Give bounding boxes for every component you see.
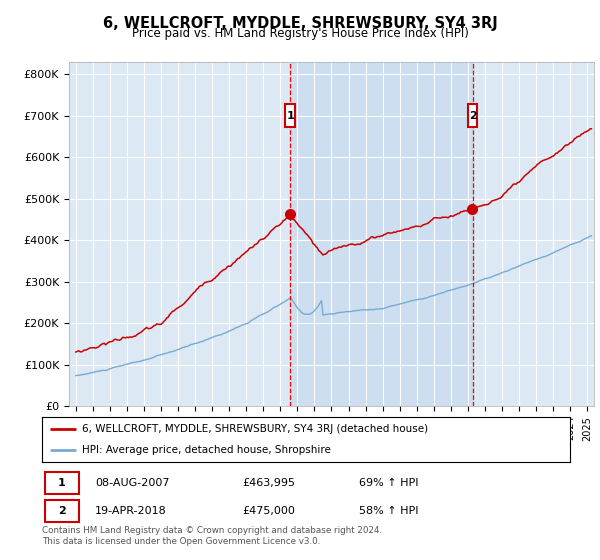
Text: 58% ↑ HPI: 58% ↑ HPI xyxy=(359,506,418,516)
FancyBboxPatch shape xyxy=(44,472,79,494)
Text: 08-AUG-2007: 08-AUG-2007 xyxy=(95,478,169,488)
FancyBboxPatch shape xyxy=(286,104,295,127)
Text: 2: 2 xyxy=(469,110,476,120)
Text: 69% ↑ HPI: 69% ↑ HPI xyxy=(359,478,418,488)
Text: £463,995: £463,995 xyxy=(242,478,296,488)
FancyBboxPatch shape xyxy=(44,500,79,522)
Text: £475,000: £475,000 xyxy=(242,506,296,516)
Text: Price paid vs. HM Land Registry's House Price Index (HPI): Price paid vs. HM Land Registry's House … xyxy=(131,27,469,40)
Text: Contains HM Land Registry data © Crown copyright and database right 2024.
This d: Contains HM Land Registry data © Crown c… xyxy=(42,526,382,546)
Text: 1: 1 xyxy=(286,110,294,120)
Text: 19-APR-2018: 19-APR-2018 xyxy=(95,506,167,516)
Text: 2: 2 xyxy=(58,506,65,516)
Bar xyxy=(290,62,473,406)
FancyBboxPatch shape xyxy=(468,104,478,127)
Text: 6, WELLCROFT, MYDDLE, SHREWSBURY, SY4 3RJ (detached house): 6, WELLCROFT, MYDDLE, SHREWSBURY, SY4 3R… xyxy=(82,424,428,435)
Text: 1: 1 xyxy=(58,478,65,488)
Text: 6, WELLCROFT, MYDDLE, SHREWSBURY, SY4 3RJ: 6, WELLCROFT, MYDDLE, SHREWSBURY, SY4 3R… xyxy=(103,16,497,31)
Text: HPI: Average price, detached house, Shropshire: HPI: Average price, detached house, Shro… xyxy=(82,445,331,455)
